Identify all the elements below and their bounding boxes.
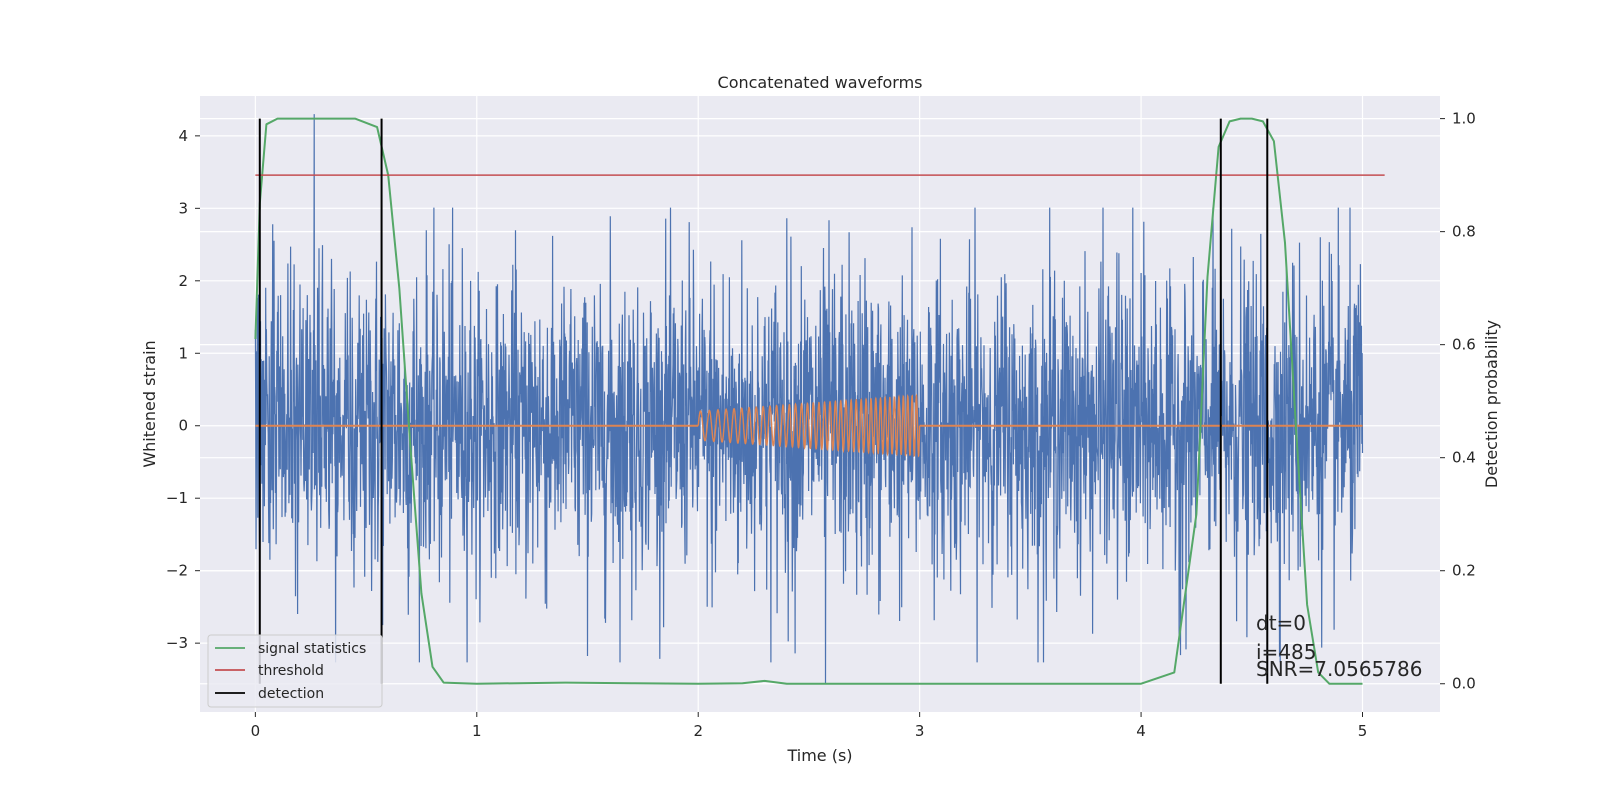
x-tick-label: 1 — [472, 722, 482, 740]
axis-ticks: 0 1 2 3 4 5 4 3 2 1 0 −1 −2 −3 1.0 0.8 0.6 0.4 0.2 0.0 — [166, 110, 1476, 740]
x-tick-label: 4 — [1136, 722, 1146, 740]
annotation-index: i=485 — [1256, 640, 1317, 664]
y-tick-label-left: −1 — [166, 489, 188, 507]
y-tick-label-right: 0.8 — [1452, 223, 1476, 241]
legend-box — [207, 634, 383, 708]
legend-label-signal-statistics: signal statistics — [258, 641, 366, 657]
legend-label-detection: detection — [258, 686, 324, 702]
y-tick-label-left: 3 — [178, 199, 188, 217]
y-tick-label-right: 0.2 — [1452, 562, 1476, 580]
chirp-series — [255, 393, 1363, 458]
y-tick-label-right: 0.0 — [1452, 675, 1476, 693]
y-axis-label-left: Whitened strain — [140, 340, 159, 467]
legend: signal statistics threshold detection — [207, 634, 383, 708]
y-tick-label-left: 4 — [178, 127, 188, 145]
y-tick-label-left: −3 — [166, 634, 188, 652]
detection-series — [258, 118, 1269, 684]
y-tick-label-right: 0.4 — [1452, 449, 1476, 467]
y-tick-label-right: 0.6 — [1452, 336, 1476, 354]
y-tick-label-left: 0 — [178, 417, 188, 435]
annotation-dt: dt=0 — [1256, 611, 1306, 635]
y-tick-label-left: −2 — [166, 562, 188, 580]
y-tick-label-left: 2 — [178, 272, 188, 290]
noise-line — [254, 114, 1364, 684]
y-tick-label-right: 1.0 — [1452, 110, 1476, 128]
x-tick-label: 3 — [915, 722, 925, 740]
signal-statistics-series — [254, 117, 1363, 685]
chart-title: Concatenated waveforms — [718, 73, 923, 92]
x-axis-label: Time (s) — [786, 746, 852, 765]
y-tick-label-left: 1 — [178, 344, 188, 362]
chirp-line — [697, 393, 921, 458]
signal-statistics-line — [254, 117, 1363, 685]
x-tick-label: 5 — [1358, 722, 1368, 740]
legend-label-threshold: threshold — [258, 663, 324, 679]
annotation-block: dt=0 i=485 SNR=7.0565786 — [1256, 611, 1422, 681]
annotation-snr: SNR=7.0565786 — [1256, 657, 1422, 681]
x-tick-label: 0 — [251, 722, 261, 740]
noise-series — [254, 114, 1364, 684]
x-tick-label: 2 — [693, 722, 703, 740]
y-axis-label-right: Detection probability — [1482, 320, 1501, 488]
